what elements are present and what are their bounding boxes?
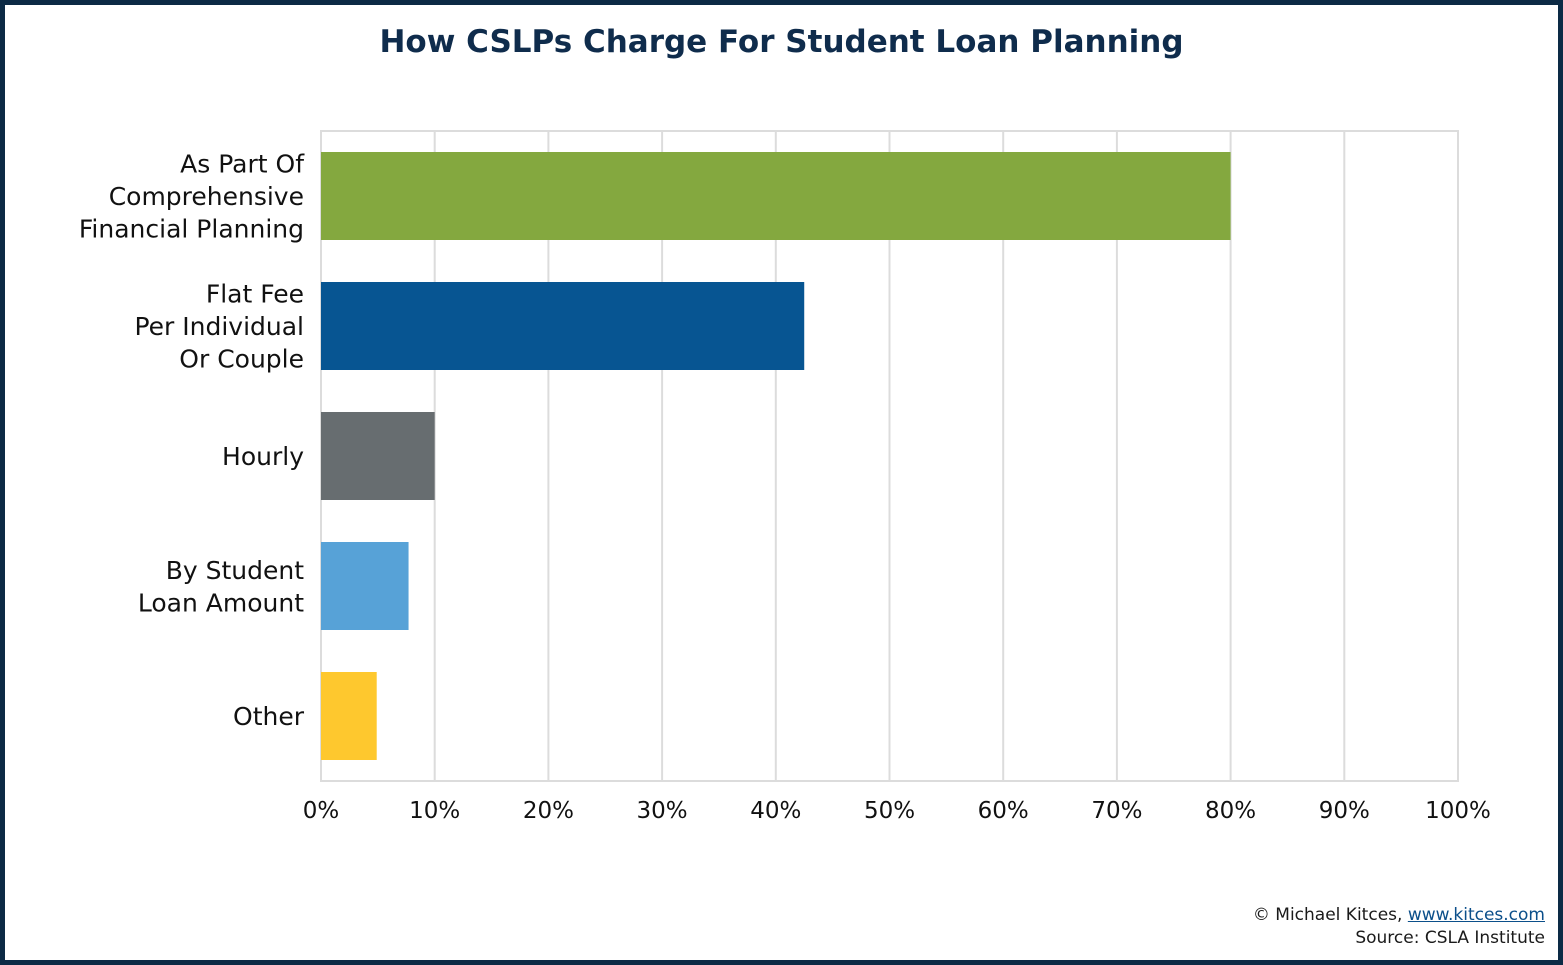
bar	[321, 542, 409, 630]
chart-title: How CSLPs Charge For Student Loan Planni…	[379, 24, 1184, 60]
bar	[321, 672, 377, 760]
bar	[321, 412, 435, 500]
x-tick-label: 0%	[303, 798, 340, 824]
y-category-label: As Part Of Comprehensive Financial Plannin…	[79, 150, 305, 244]
chart-credit: © Michael Kitces, www.kitces.com Source:…	[1253, 904, 1545, 950]
x-tick-label: 100%	[1425, 798, 1491, 824]
bar	[321, 152, 1231, 240]
y-category-label: Hourly	[222, 442, 304, 471]
x-tick-label: 80%	[1205, 798, 1256, 824]
copyright-text: © Michael Kitces,	[1252, 905, 1408, 925]
x-tick-label: 60%	[978, 798, 1029, 824]
x-tick-label: 90%	[1319, 798, 1370, 824]
y-category-label: Other	[233, 702, 305, 731]
bar	[321, 282, 805, 370]
x-tick-label: 50%	[864, 798, 915, 824]
y-category-label: By Student Loan Amount	[138, 556, 304, 618]
kitces-link[interactable]: www.kitces.com	[1407, 905, 1545, 925]
x-tick-label: 30%	[637, 798, 688, 824]
source-text: Source: CSLA Institute	[1355, 928, 1545, 948]
x-tick-label: 70%	[1091, 798, 1142, 824]
x-tick-label: 40%	[750, 798, 801, 824]
x-tick-label: 10%	[409, 798, 460, 824]
y-category-label: Flat Fee Per Individual Or Couple	[134, 280, 304, 374]
x-tick-label: 20%	[523, 798, 574, 824]
